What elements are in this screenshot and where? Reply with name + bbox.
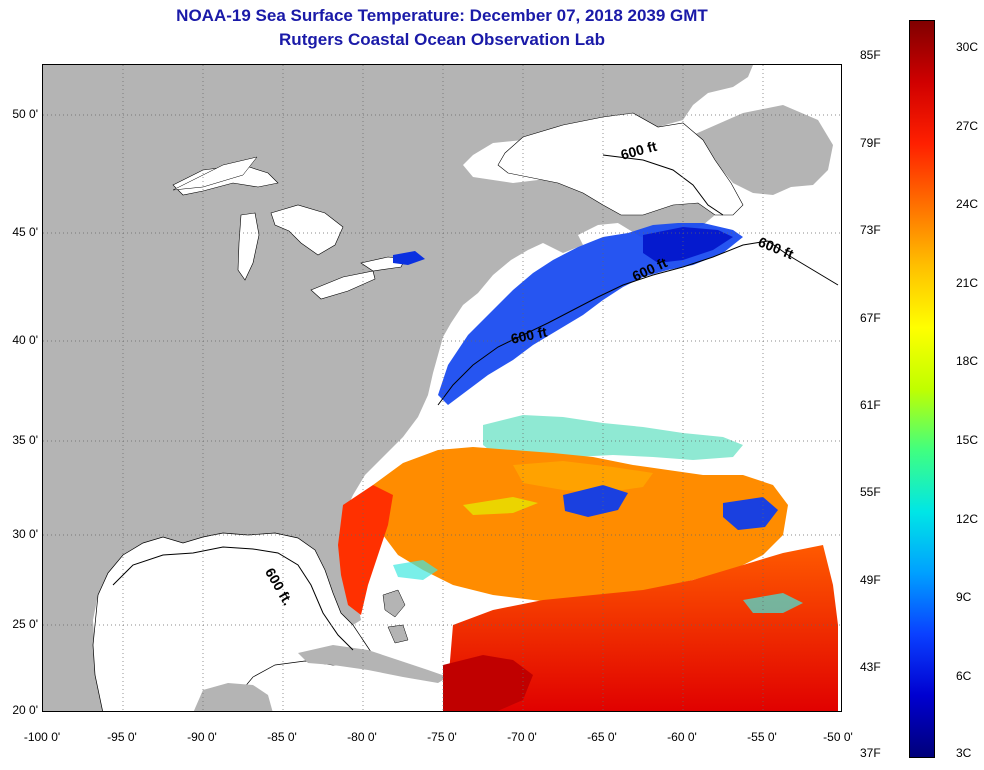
lat-label-50: 50 0': [12, 107, 38, 121]
colorbar-f-label-37: 37F: [860, 746, 881, 760]
lon-label-85: -85 0': [267, 730, 297, 744]
sst-cold-blob: [393, 251, 425, 265]
sst-deep-red-caribbean: [443, 655, 533, 711]
sst-cyan-speckle-2: [743, 593, 803, 613]
lake-winnipeg-style: [172, 156, 258, 191]
contour-600ft-gulf: [112, 546, 354, 651]
sst-transition: [483, 415, 743, 460]
lat-label-25: 25 0': [12, 617, 38, 631]
lon-label-95: -95 0': [107, 730, 137, 744]
colorbar-c-label-21: 21C: [956, 276, 979, 290]
lat-label-35: 35 0': [12, 433, 38, 447]
colorbar-c-label-3: 3C: [956, 746, 972, 760]
colorbar-f-label-85: 85F: [860, 48, 881, 62]
sst-orange-band: [373, 447, 788, 605]
lon-label-90: -90 0': [187, 730, 217, 744]
sst-red-gulfstream: [338, 485, 393, 615]
sst-map-canvas: [43, 65, 841, 711]
lon-label-100: -100 0': [23, 730, 61, 744]
lon-label-50: -50 0': [823, 730, 853, 744]
colorbar-f-label-61: 61F: [860, 398, 881, 412]
lon-label-75: -75 0': [427, 730, 457, 744]
great-lake-huron: [270, 204, 344, 256]
land-cuba: [298, 645, 448, 683]
great-lake-michigan: [237, 212, 260, 281]
colorbar-c-label-30: 30C: [956, 40, 979, 54]
colorbar-f-label-55: 55F: [860, 485, 881, 499]
graticule: [43, 65, 841, 711]
great-lake-erie: [310, 270, 376, 300]
land-bahamas: [382, 589, 406, 618]
land-yucatan: [193, 683, 273, 711]
lon-label-60: -60 0': [667, 730, 697, 744]
land-north-america: [43, 65, 753, 711]
sst-cyan-speckle: [393, 560, 438, 580]
sst-orange-light: [513, 461, 653, 493]
colorbar-f-label-43: 43F: [860, 660, 881, 674]
colorbar-c-label-6: 6C: [956, 669, 972, 683]
sst-yellow-streak: [463, 497, 538, 515]
sst-cold-band: [438, 223, 743, 405]
lon-label-80: -80 0': [347, 730, 377, 744]
map-subtitle: Rutgers Coastal Ocean Observation Lab: [279, 30, 605, 49]
map-title: NOAA-19 Sea Surface Temperature: Decembe…: [176, 6, 708, 25]
sst-red-south: [443, 545, 838, 711]
colorbar-f-label-49: 49F: [860, 573, 881, 587]
lon-label-55: -55 0': [747, 730, 777, 744]
colorbar-f-label-79: 79F: [860, 136, 881, 150]
colorbar-c-label-15: 15C: [956, 433, 979, 447]
sst-blue-patch-east: [723, 497, 778, 530]
lat-label-30: 30 0': [12, 527, 38, 541]
sst-cold-deep: [643, 227, 733, 263]
land-andros: [387, 624, 409, 644]
lat-label-40: 40 0': [12, 333, 38, 347]
lon-label-70: -70 0': [507, 730, 537, 744]
colorbar-c-label-27: 27C: [956, 119, 979, 133]
sst-map: 600 ft 600 ft 600 ft 600 ft 600 ft.: [42, 64, 842, 712]
temperature-colorbar: [909, 20, 935, 758]
colorbar-c-label-12: 12C: [956, 512, 979, 526]
colorbar-f-label-73: 73F: [860, 223, 881, 237]
colorbar-c-label-24: 24C: [956, 197, 979, 211]
lat-label-20: 20 0': [12, 703, 38, 717]
lon-label-65: -65 0': [587, 730, 617, 744]
sst-blue-patch-mid: [563, 485, 628, 517]
contour-600ft-atlantic: [437, 240, 839, 406]
colorbar-f-label-67: 67F: [860, 311, 881, 325]
colorbar-c-label-9: 9C: [956, 590, 972, 604]
gulf-st-lawrence: [497, 112, 744, 216]
colorbar-c-label-18: 18C: [956, 354, 979, 368]
lat-label-45: 45 0': [12, 225, 38, 239]
